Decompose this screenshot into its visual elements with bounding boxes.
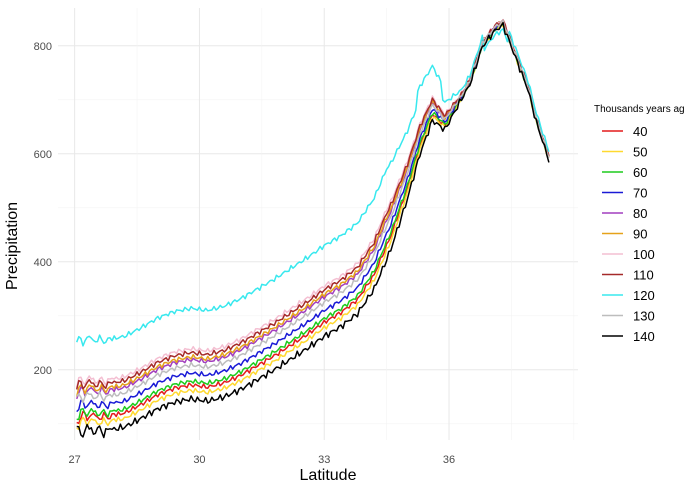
y-tick-label: 600 [34, 149, 52, 161]
legend-label-110: 110 [633, 268, 654, 283]
legend-label-60: 60 [633, 165, 647, 180]
y-tick-label: 400 [34, 257, 52, 269]
legend-label-70: 70 [633, 186, 647, 201]
legend-label-120: 120 [633, 288, 655, 303]
legend-title: Thousands years ago [594, 104, 685, 115]
legend-label-140: 140 [633, 329, 655, 344]
y-tick-label: 200 [34, 365, 52, 377]
y-tick-label: 800 [34, 41, 52, 53]
legend-label-50: 50 [633, 145, 647, 160]
series-line-60 [76, 23, 550, 421]
x-tick-label: 30 [193, 454, 205, 466]
legend-label-40: 40 [633, 124, 647, 139]
x-tick-label: 36 [443, 454, 455, 466]
series-line-40 [76, 22, 550, 425]
series-line-130 [76, 19, 550, 404]
legend-label-100: 100 [633, 247, 655, 262]
series-line-90 [75, 19, 550, 397]
legend-label-80: 80 [633, 206, 647, 221]
x-tick-label: 33 [318, 454, 330, 466]
legend: Thousands years ago 40 50 60 70 80 90 100 110 12… [594, 104, 685, 344]
x-axis-title: Latitude [300, 467, 357, 484]
y-axis-title: Precipitation [4, 202, 21, 290]
series-line-120 [75, 28, 550, 347]
legend-label-90: 90 [633, 227, 647, 242]
series-line-70 [76, 22, 550, 413]
series-line-140 [76, 21, 550, 439]
x-tick-label: 27 [69, 454, 81, 466]
axis-ticks: 27 30 33 36 200 400 600 800 [34, 41, 456, 466]
series-lines [75, 18, 550, 439]
legend-label-130: 130 [633, 309, 655, 324]
series-line-110 [75, 19, 550, 390]
series-line-80 [75, 19, 550, 400]
